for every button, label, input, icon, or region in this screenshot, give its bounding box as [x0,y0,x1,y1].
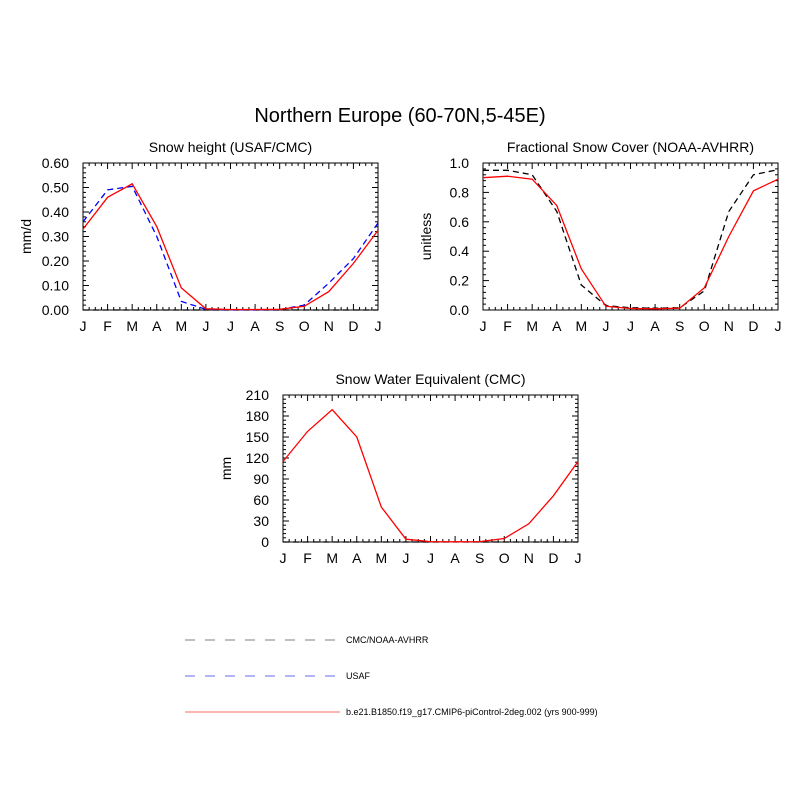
panel-title: Fractional Snow Cover (NOAA-AVHRR) [507,139,754,155]
y-tick-label: 120 [246,450,270,466]
x-tick-label: S [475,550,484,566]
x-tick-label: N [324,318,334,334]
y-tick-label: 0.60 [42,155,69,171]
y-tick-label: 0.00 [42,302,69,318]
series-line-2 [482,175,779,310]
plot-frame [282,394,579,543]
x-tick-label: J [227,318,234,334]
x-tick-label: M [326,550,338,566]
y-tick-label: 90 [253,471,269,487]
x-tick-label: M [126,318,138,334]
y-tick-label: 210 [246,387,270,403]
x-tick-label: F [303,550,312,566]
x-tick-label: D [748,318,758,334]
legend-item: b.e21.B1850.f19_g17.CMIP6-piControl-2deg… [185,707,598,717]
legend: CMC/NOAA-AVHRR USAF b.e21.B1850.f19_g17.CM… [185,635,598,717]
y-axis-label: unitless [418,213,434,260]
x-tick-label: J [427,550,434,566]
series-line-3 [82,182,379,311]
y-tick-label: 1.0 [450,155,470,171]
x-tick-label: D [548,550,558,566]
y-tick-label: 60 [253,492,269,508]
x-tick-label: J [375,318,382,334]
y-tick-label: 0.50 [42,180,69,196]
panel-title: Snow height (USAF/CMC) [149,139,312,155]
series-line-2 [82,185,379,311]
y-axis-label: mm [218,457,234,480]
y-tick-label: 0.8 [450,184,470,200]
y-axis-label: mm/d [18,219,34,254]
chart-panel-2: Fractional Snow Cover (NOAA-AVHRR) unitle… [418,139,782,334]
x-tick-label: S [675,318,684,334]
y-tick-label: 0.10 [42,278,69,294]
x-tick-label: J [480,318,487,334]
x-tick-label: N [724,318,734,334]
x-tick-label: M [526,318,538,334]
y-tick-label: 0.40 [42,204,69,220]
y-tick-label: 0.6 [450,214,470,230]
y-tick-label: 30 [253,513,269,529]
x-tick-label: J [402,550,409,566]
x-tick-label: F [103,318,112,334]
x-tick-label: M [575,318,587,334]
legend-item: USAF [185,671,371,681]
series-line-2 [282,408,579,543]
chart-panel-3: Snow Water Equivalent (CMC)mmJ F M A M J J A S O N… [218,371,582,566]
plot-frame [82,162,379,311]
x-tick-label: J [627,318,634,334]
x-tick-label: O [499,550,510,566]
y-tick-label: 0.0 [450,302,470,318]
x-tick-label: J [202,318,209,334]
x-tick-label: A [450,550,460,566]
x-tick-label: J [575,550,582,566]
x-tick-label: J [775,318,782,334]
x-tick-label: D [348,318,358,334]
series-line-1 [483,168,779,309]
x-tick-label: J [280,550,287,566]
x-tick-label: S [275,318,284,334]
x-tick-label: N [524,550,534,566]
y-tick-label: 0.4 [450,243,470,259]
legend-label: b.e21.B1850.f19_g17.CMIP6-piControl-2deg… [346,707,598,717]
legend-item: CMC/NOAA-AVHRR [185,635,429,645]
panel-title: Snow Water Equivalent (CMC) [335,371,525,387]
y-tick-label: 0.20 [42,253,69,269]
x-tick-label: F [503,318,512,334]
x-tick-label: A [152,318,162,334]
panels: Snow height (USAF/CMC)mm/dJ F M A M J J A S O N D J0… [18,139,782,566]
x-tick-label: J [80,318,87,334]
y-tick-label: 150 [246,429,270,445]
figure-title: Northern Europe (60-70N,5-45E) [254,105,545,127]
y-tick-label: 0.30 [42,229,69,245]
x-tick-label: M [375,550,387,566]
x-tick-label: O [299,318,310,334]
x-tick-label: A [650,318,660,334]
x-tick-label: A [352,550,362,566]
chart-panel-1: Snow height (USAF/CMC)mm/dJ F M A M J J A S O N D J0… [18,139,382,334]
y-tick-label: 0 [261,534,269,550]
x-tick-label: O [699,318,710,334]
x-tick-label: J [602,318,609,334]
x-tick-label: A [552,318,562,334]
y-tick-label: 180 [246,408,270,424]
plot-frame [482,162,779,311]
x-tick-label: M [175,318,187,334]
x-tick-label: A [250,318,260,334]
legend-label: USAF [346,671,371,681]
legend-label: CMC/NOAA-AVHRR [346,635,429,645]
y-tick-label: 0.2 [450,273,470,289]
